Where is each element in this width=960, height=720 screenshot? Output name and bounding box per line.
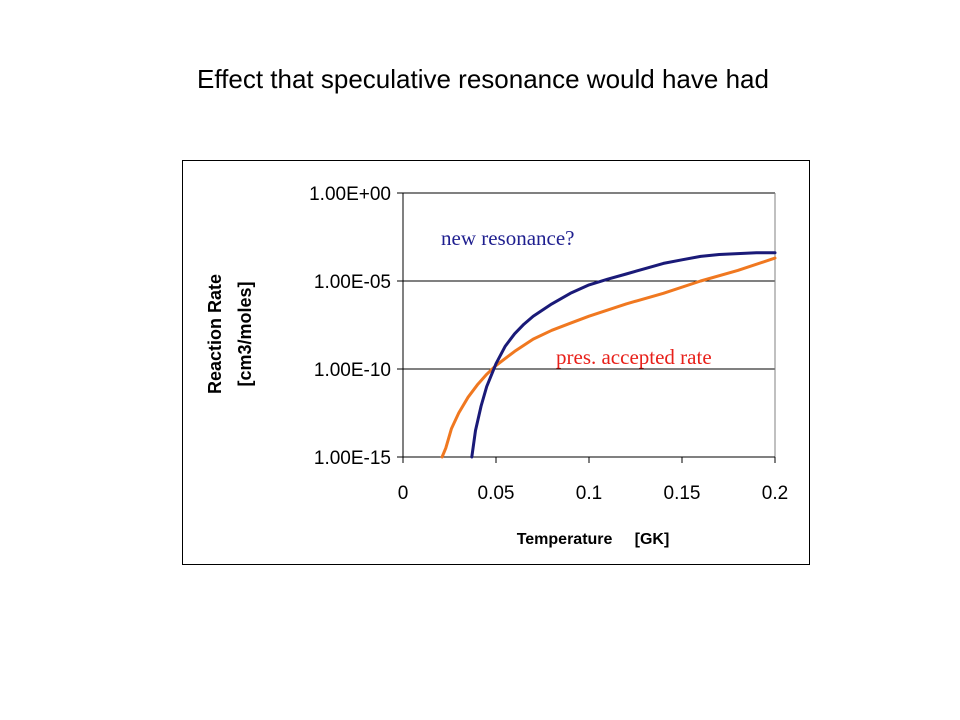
x-axis-label: Temperature [GK] (517, 531, 670, 548)
y-tick-label: 1.00E-10 (314, 360, 391, 381)
x-tick-label: 0 (398, 483, 409, 504)
x-tick-label: 0.1 (576, 483, 602, 504)
annotation-0: new resonance? (441, 226, 575, 250)
axes-layer (397, 192, 776, 463)
chart-frame: 1.00E+00 1.00E-05 1.00E-10 1.00E-15 0 0.05 0.1… (182, 160, 810, 565)
y-tick-label: 1.00E+00 (309, 184, 391, 205)
annotation-1: pres. accepted rate (556, 345, 712, 369)
y-tick-label: 1.00E-05 (314, 272, 391, 293)
series-layer (440, 251, 777, 459)
y-tick-label: 1.00E-15 (314, 448, 391, 469)
x-tick-label: 0.2 (762, 483, 788, 504)
labels-layer: 1.00E+00 1.00E-05 1.00E-10 1.00E-15 0 0.05 0.1… (309, 184, 788, 504)
y-axis-label-line2: [cm3/moles] (235, 281, 255, 386)
chart-svg: 1.00E+00 1.00E-05 1.00E-10 1.00E-15 0 0.05 0.1… (205, 184, 788, 548)
series-line-0 (440, 256, 777, 459)
x-tick-label: 0.05 (478, 483, 515, 504)
series-line-1 (470, 251, 777, 459)
x-tick-label: 0.15 (664, 483, 701, 504)
y-axis-label-line1: Reaction Rate (205, 274, 225, 394)
slide-title: Effect that speculative resonance would … (197, 64, 769, 94)
